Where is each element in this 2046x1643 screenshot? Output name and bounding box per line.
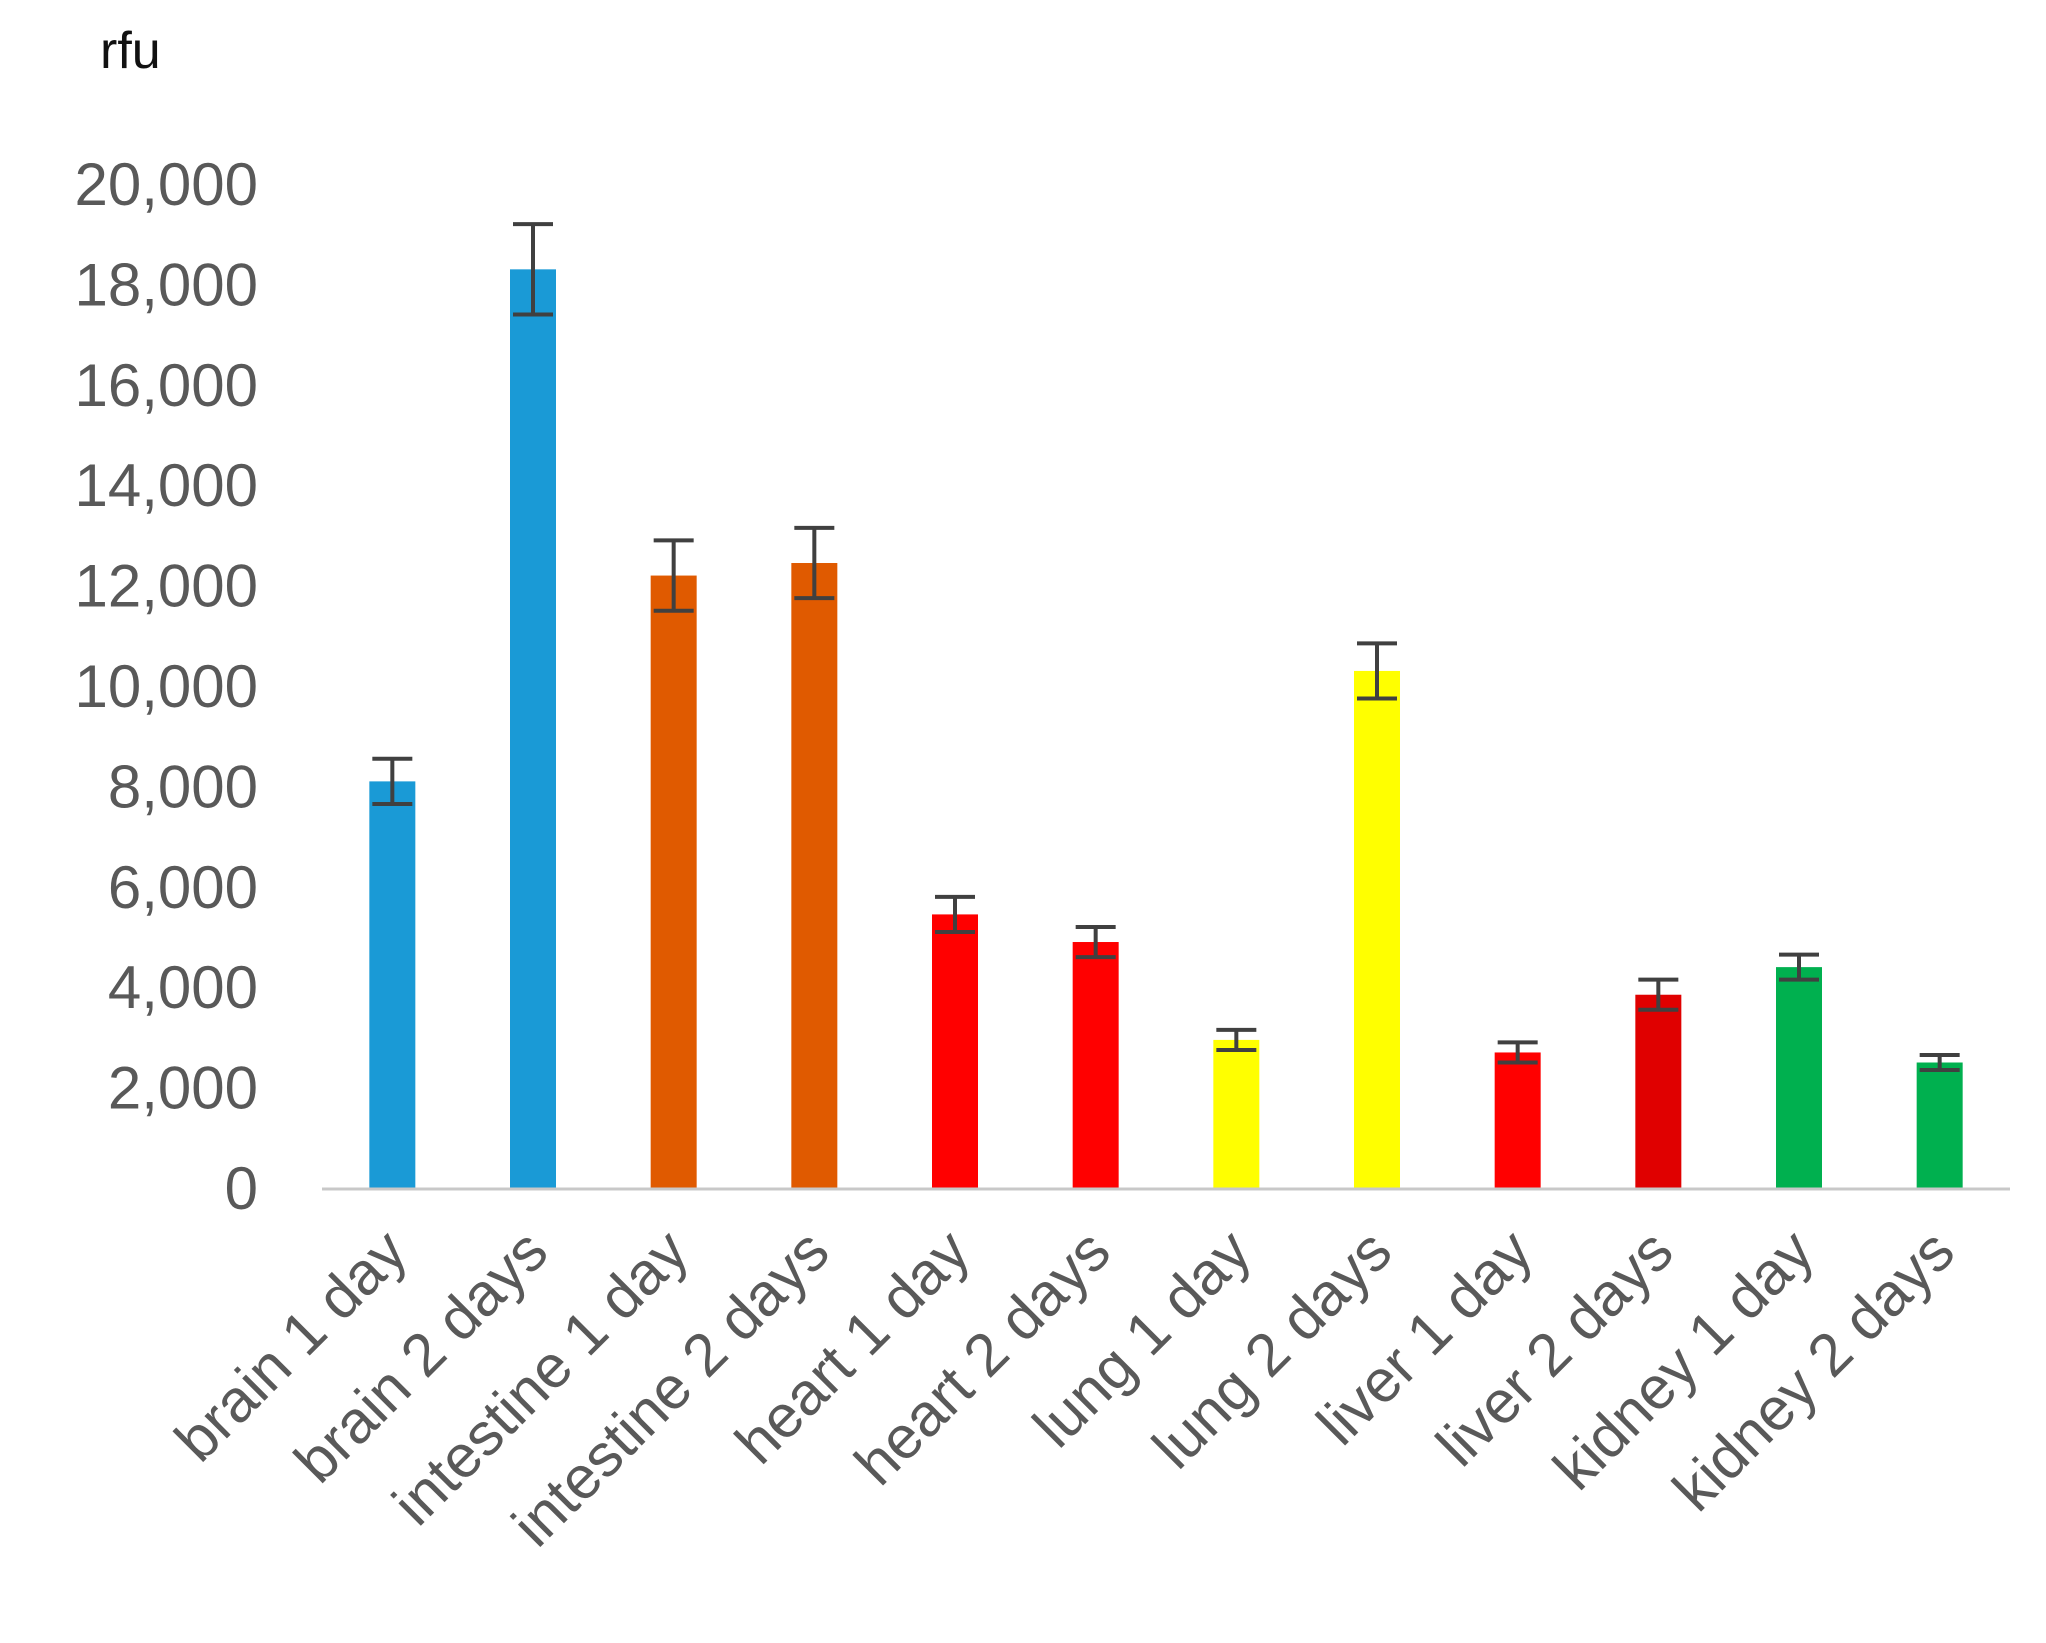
bar	[1916, 1062, 1963, 1188]
error-bar	[1919, 1052, 1960, 1073]
bar	[1354, 670, 1400, 1188]
bar	[932, 914, 978, 1188]
y-tick-label: 10,000	[74, 653, 258, 720]
bar	[1635, 994, 1682, 1188]
bar	[369, 781, 416, 1188]
bar	[791, 563, 838, 1188]
bar	[1213, 1039, 1260, 1188]
y-tick-label: 14,000	[74, 452, 258, 519]
y-tick-label: 18,000	[74, 251, 258, 318]
error-bar	[1779, 952, 1819, 982]
y-tick-label: 16,000	[74, 352, 258, 419]
y-axis-label: rfu	[100, 22, 161, 80]
bars	[369, 269, 1963, 1189]
error-bar	[372, 756, 413, 806]
y-tick-label: 2,000	[108, 1055, 258, 1122]
error-bar	[1638, 977, 1679, 1012]
error-bar	[1216, 1027, 1257, 1052]
y-tick-label: 8,000	[108, 753, 258, 820]
error-bar	[1497, 1040, 1538, 1065]
y-tick-label: 0	[225, 1155, 258, 1222]
error-bar	[653, 538, 694, 613]
y-tick-label: 20,000	[74, 151, 258, 218]
y-tick-labels: 0 2,000 4,000 6,000 8,000 10,000 12,000 14,000 1…	[74, 151, 258, 1222]
error-bars	[372, 222, 1960, 1073]
y-tick-label: 4,000	[108, 954, 258, 1021]
bar	[1494, 1052, 1541, 1188]
error-bar	[794, 525, 835, 601]
bar	[510, 269, 556, 1189]
bar	[1776, 967, 1822, 1188]
error-bar	[1075, 924, 1116, 960]
error-bar	[1357, 641, 1397, 701]
error-bar	[935, 894, 975, 934]
bar	[650, 575, 697, 1188]
error-bar	[513, 222, 553, 317]
y-tick-label: 6,000	[108, 854, 258, 921]
y-tick-label: 12,000	[74, 553, 258, 620]
bar	[1072, 942, 1119, 1188]
